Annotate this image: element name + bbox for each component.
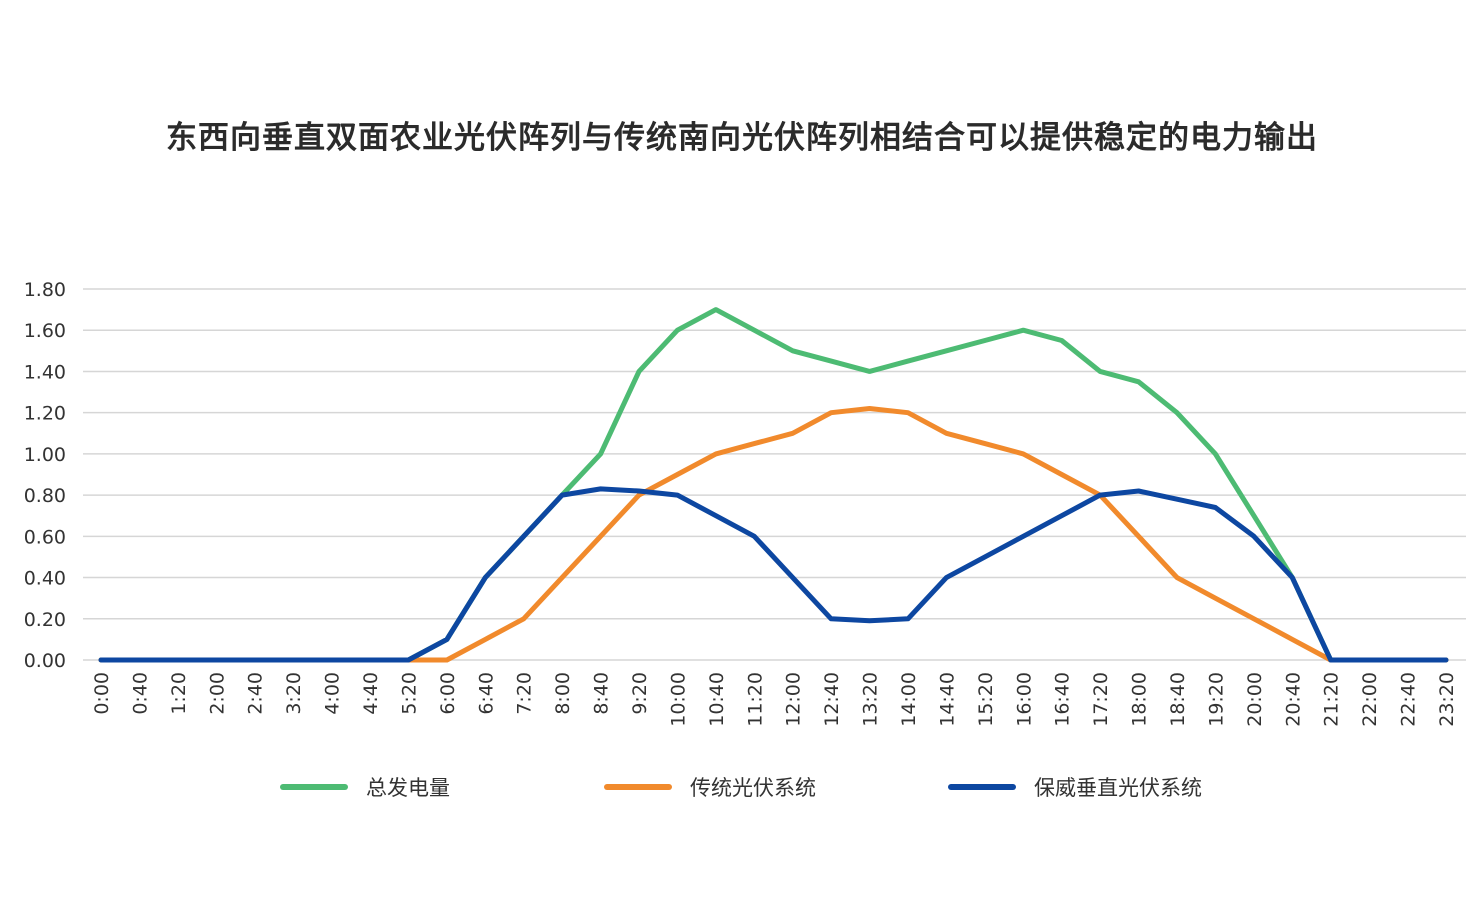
legend-swatch [604,784,672,790]
x-tick-label: 1:20 [168,672,190,715]
y-tick-label: 1.80 [24,279,66,301]
x-tick-label: 5:20 [398,672,420,715]
y-axis-ticks: 0.00 0.20 0.40 0.60 0.80 1.00 1.20 1.40 1.60 1.80 [24,279,66,672]
y-tick-label: 0.40 [24,568,66,590]
x-tick-label: 17:20 [1090,672,1112,727]
x-tick-label: 6:00 [437,672,459,715]
x-tick-label: 10:00 [667,672,689,727]
x-tick-label: 7:20 [514,672,536,715]
x-tick-label: 0:00 [91,672,113,715]
series-line-1 [98,406,1449,663]
x-tick-label: 4:00 [322,672,344,715]
y-tick-label: 1.00 [24,444,66,466]
x-tick-label: 12:40 [821,672,843,727]
legend-label: 总发电量 [366,776,450,800]
x-tick-label: 20:40 [1282,672,1304,727]
x-tick-label: 11:20 [744,672,766,727]
x-tick-label: 18:40 [1167,672,1189,727]
legend-swatch [280,784,348,790]
series-line-0 [98,307,1449,663]
y-tick-label: 0.60 [24,526,66,548]
x-tick-label: 18:00 [1129,672,1151,727]
legend-swatch [948,784,1016,790]
x-tick-label: 22:40 [1398,672,1420,727]
x-tick-label: 21:20 [1321,672,1343,727]
series-line-2 [98,486,1449,663]
x-tick-label: 2:00 [206,672,228,715]
x-tick-label: 16:00 [1013,672,1035,727]
y-tick-label: 1.60 [24,320,66,342]
x-tick-label: 20:00 [1244,672,1266,727]
x-tick-label: 0:40 [129,672,151,715]
y-tick-label: 1.20 [24,403,66,425]
x-tick-label: 13:20 [860,672,882,727]
x-tick-label: 23:20 [1436,672,1458,727]
x-axis-ticks: 0:00 0:40 1:20 2:00 2:40 3:20 4:00 4:40 5:20 6:00… [91,672,1458,727]
legend-item-traditional: 传统光伏系统 [604,772,816,802]
y-tick-label: 1.40 [24,361,66,383]
legend-item-vertical: 保威垂直光伏系统 [948,772,1202,802]
x-tick-label: 12:00 [783,672,805,727]
series-lines [98,307,1449,663]
chart-title: 东西向垂直双面农业光伏阵列与传统南向光伏阵列相结合可以提供稳定的电力输出 [166,120,1318,156]
gridlines [83,288,1466,661]
x-tick-label: 16:40 [1052,672,1074,727]
x-tick-label: 2:40 [245,672,267,715]
x-tick-label: 14:00 [898,672,920,727]
x-tick-label: 19:20 [1205,672,1227,727]
x-tick-label: 15:20 [975,672,997,727]
x-tick-label: 6:40 [475,672,497,715]
x-tick-label: 8:00 [552,672,574,715]
x-tick-label: 8:40 [591,672,613,715]
legend-item-total: 总发电量 [280,772,450,802]
y-tick-label: 0.00 [24,650,66,672]
x-tick-label: 9:20 [629,672,651,715]
legend-label: 传统光伏系统 [690,776,816,800]
x-tick-label: 22:00 [1359,672,1381,727]
x-tick-label: 3:20 [283,672,305,715]
y-tick-label: 0.20 [24,609,66,631]
x-tick-label: 10:40 [706,672,728,727]
legend-label: 保威垂直光伏系统 [1034,776,1202,800]
x-tick-label: 4:40 [360,672,382,715]
x-tick-label: 14:40 [936,672,958,727]
y-tick-label: 0.80 [24,485,66,507]
